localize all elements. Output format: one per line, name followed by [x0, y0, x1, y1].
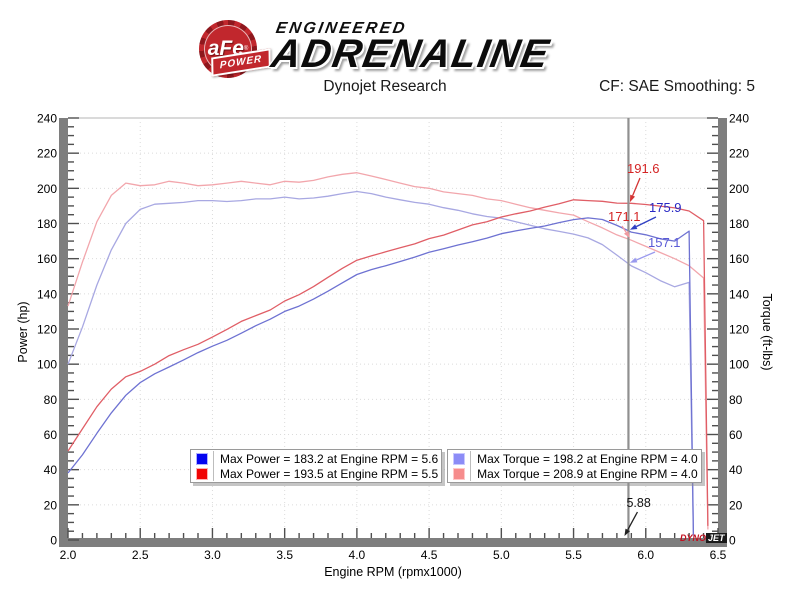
tick-label: 6.0: [637, 548, 654, 562]
tick-label: 6.5: [710, 548, 727, 562]
tick-label: 60: [44, 428, 58, 442]
dynojet-jet-text: JET: [706, 533, 727, 543]
tick-label: 40: [729, 463, 743, 477]
axis-ticks: [67, 117, 719, 541]
legend-box-power: Max Power = 183.2 at Engine RPM = 5.6 Max…: [190, 449, 443, 483]
y-left-axis-title: Power (hp): [16, 301, 30, 362]
tick-label: 5.5: [565, 548, 582, 562]
tick-label: 200: [37, 182, 57, 196]
legend-label: Max Torque = 198.2 at Engine RPM = 4.0: [477, 451, 698, 466]
afe-reg-mark: ®: [243, 46, 249, 52]
axis-frame: [59, 118, 727, 547]
legend-row: Max Torque = 198.2 at Engine RPM = 4.0: [451, 451, 698, 466]
legend-swatch: [453, 452, 466, 465]
legend-swatch-cell: [451, 451, 472, 466]
cursor-rpm-label: 5.88: [626, 496, 650, 510]
tick-label: 160: [37, 252, 57, 266]
correction-factor-label: CF: SAE Smoothing: 5: [599, 78, 755, 95]
annotation-175.9: 175.9: [649, 200, 682, 215]
dynojet-dyno-text: DYNO: [680, 533, 707, 543]
legend-label: Max Torque = 208.9 at Engine RPM = 4.0: [477, 466, 698, 481]
legend-row: Max Power = 193.5 at Engine RPM = 5.5: [194, 466, 438, 481]
legend-label: Max Power = 183.2 at Engine RPM = 5.6: [220, 451, 439, 466]
legend-swatch-cell: [194, 451, 214, 466]
tick-label: 120: [37, 323, 57, 337]
tick-label: 80: [44, 393, 58, 407]
tick-label: 140: [729, 287, 749, 301]
legend-swatch: [196, 467, 208, 480]
tick-label: 3.0: [204, 548, 221, 562]
tick-label: 2.5: [132, 548, 149, 562]
legend-box-torque: Max Torque = 198.2 at Engine RPM = 4.0 Ma…: [447, 449, 702, 483]
tick-label: 20: [729, 498, 743, 512]
legend-swatch-cell: [451, 466, 472, 481]
y-right-axis-title: Torque (ft-lbs): [760, 293, 774, 370]
legend-row: Max Power = 183.2 at Engine RPM = 5.6: [194, 451, 438, 466]
x-axis-title: Engine RPM (rpmx1000): [324, 565, 462, 579]
curve-power-red: [67, 199, 709, 526]
annotation-171.1: 171.1: [608, 209, 641, 224]
tick-label: 0: [729, 534, 736, 548]
chart-legend: Max Power = 183.2 at Engine RPM = 5.6 Max…: [190, 449, 702, 483]
tick-label: 40: [44, 463, 58, 477]
tick-label: 80: [729, 393, 743, 407]
tick-label: 2.0: [60, 548, 77, 562]
tick-label: 60: [729, 428, 743, 442]
legend-label: Max Power = 193.5 at Engine RPM = 5.5: [220, 466, 439, 481]
afe-logo-circle: aFe ®: [199, 20, 257, 78]
tick-label: 180: [37, 217, 57, 231]
tick-label: 4.0: [349, 548, 366, 562]
tick-label: 120: [729, 323, 749, 337]
annotation-191.6: 191.6: [627, 161, 660, 176]
tick-label: 140: [37, 287, 57, 301]
tick-labels: 0 0 20 20 40 40 60 60 80 80 100 100 120 120 140 140 160 1…: [37, 112, 749, 563]
tick-label: 240: [729, 112, 749, 126]
legend-swatch-cell: [194, 466, 214, 481]
annotation-157.1: 157.1: [648, 235, 681, 250]
tick-label: 3.5: [276, 548, 293, 562]
tick-label: 220: [37, 147, 57, 161]
chart-title: Dynojet Research: [323, 78, 447, 95]
curve-power-blue: [67, 217, 695, 535]
curves: [67, 172, 709, 537]
legend-swatch: [196, 452, 208, 465]
tick-label: 180: [729, 217, 749, 231]
tick-label: 0: [50, 534, 57, 548]
tick-label: 220: [729, 147, 749, 161]
tick-label: 5.0: [493, 548, 510, 562]
curve-torque-red: [67, 172, 709, 530]
tick-label: 20: [44, 498, 58, 512]
tick-label: 4.5: [421, 548, 438, 562]
dynojet-watermark: DYNO JET: [680, 533, 727, 543]
legend-swatch: [453, 467, 466, 480]
tick-label: 200: [729, 182, 749, 196]
annotations: 191.6 175.9 171.1 157.1: [608, 161, 682, 263]
tick-label: 160: [729, 252, 749, 266]
tick-label: 240: [37, 112, 57, 126]
legend-row: Max Torque = 208.9 at Engine RPM = 4.0: [451, 466, 698, 481]
axis-titles: Power (hp) Torque (ft-lbs) Engine RPM (rpm…: [16, 293, 774, 579]
tick-label: 100: [729, 358, 749, 372]
tick-label: 100: [37, 358, 57, 372]
curve-torque-blue: [67, 190, 695, 537]
